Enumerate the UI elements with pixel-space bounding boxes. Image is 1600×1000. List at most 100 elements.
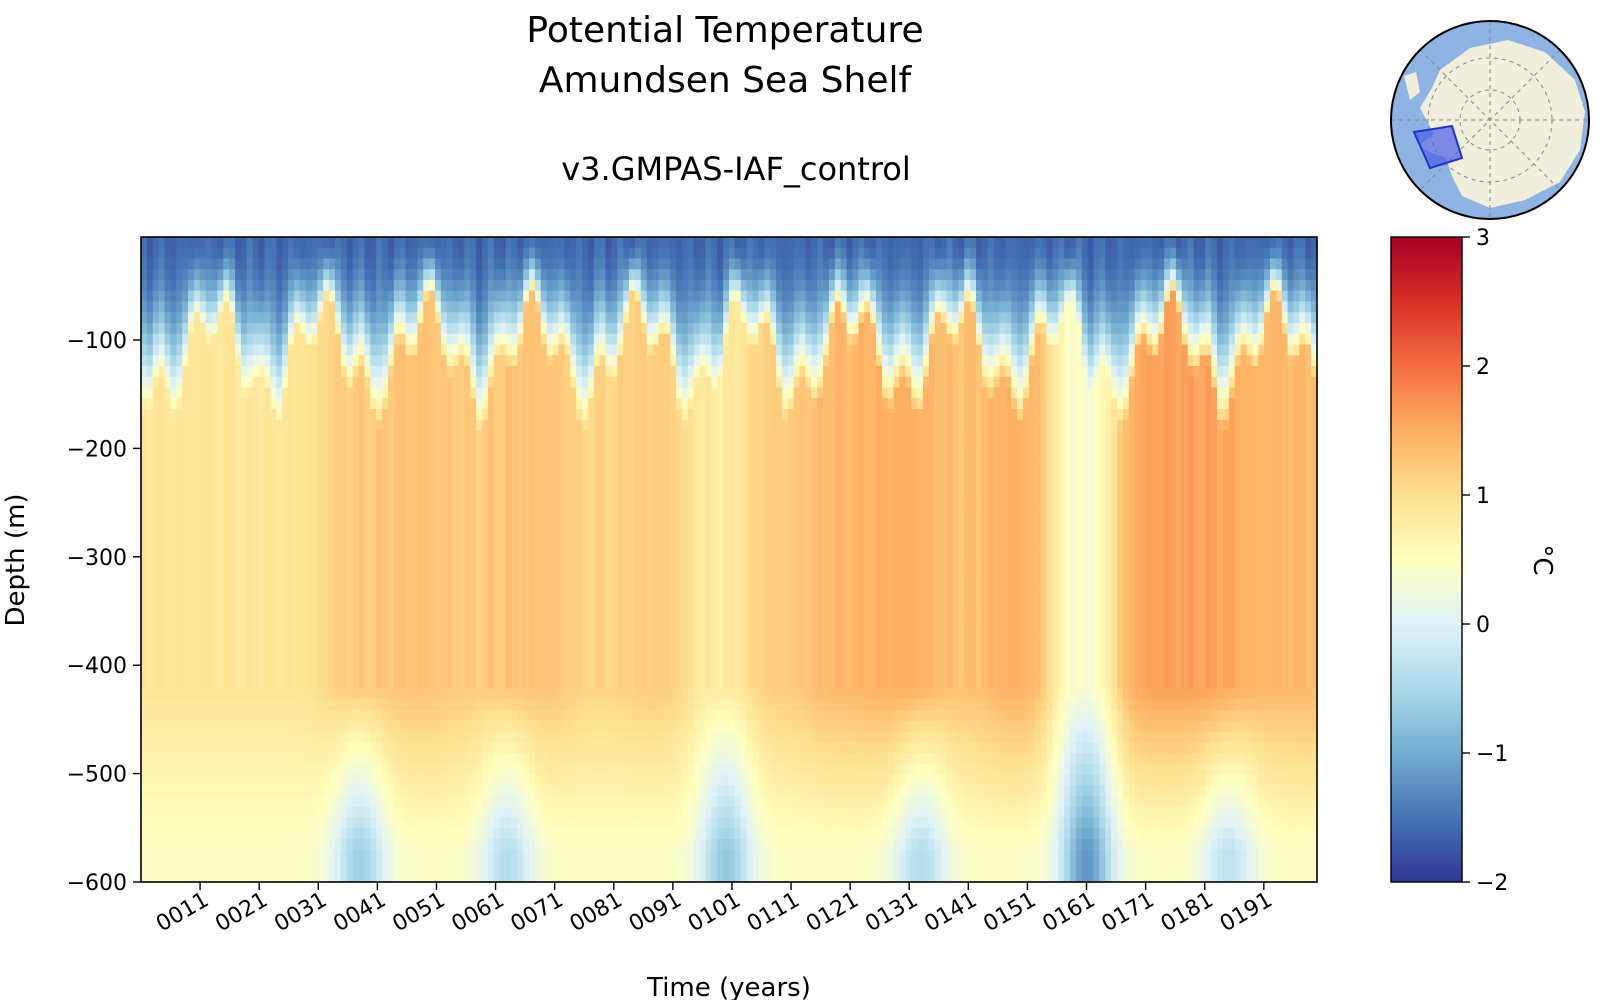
heatmap-cell [270, 323, 277, 335]
heatmap-cell [223, 484, 230, 496]
heatmap-cell [476, 796, 483, 808]
heatmap-cell [623, 301, 630, 313]
heatmap-cell [511, 656, 518, 668]
heatmap-cell [288, 312, 295, 324]
heatmap-cell [235, 581, 242, 593]
heatmap-cell [258, 806, 266, 819]
heatmap-cell [546, 495, 554, 507]
heatmap-cell [264, 763, 271, 776]
heatmap-cell [587, 495, 595, 507]
heatmap-cell [570, 581, 577, 593]
heatmap-cell [246, 839, 254, 851]
heatmap-cell [182, 806, 189, 819]
heatmap-cell [358, 839, 366, 851]
heatmap-cell [552, 677, 560, 690]
heatmap-cell [193, 785, 201, 797]
heatmap-cell [364, 570, 371, 582]
heatmap-cell [399, 806, 407, 819]
heatmap-cell [599, 570, 607, 582]
heatmap-cell [217, 677, 224, 690]
heatmap-cell [299, 753, 307, 765]
heatmap-cell [611, 505, 618, 518]
heatmap-cell [523, 269, 530, 281]
heatmap-cell [264, 376, 271, 389]
heatmap-cell [423, 355, 430, 367]
heatmap-cell [429, 656, 436, 668]
heatmap-cell [429, 839, 436, 851]
heatmap-cell [170, 247, 177, 260]
heatmap-cell [340, 333, 348, 346]
heatmap-cell [329, 323, 336, 335]
heatmap-cell [282, 516, 289, 528]
heatmap-cell [252, 828, 260, 840]
heatmap-cell [470, 634, 477, 647]
heatmap-cell [370, 667, 377, 679]
heatmap-cell [240, 419, 248, 432]
heatmap-cell [276, 796, 283, 808]
heatmap-cell [182, 667, 189, 679]
heatmap-cell [346, 774, 354, 786]
heatmap-cell [552, 817, 560, 829]
heatmap-cell [446, 409, 454, 421]
heatmap-cell [599, 355, 607, 367]
heatmap-cell [546, 742, 554, 754]
heatmap-cell [511, 280, 518, 292]
heatmap-cell [252, 581, 260, 593]
heatmap-cell [358, 355, 366, 367]
heatmap-cell [176, 559, 183, 571]
heatmap-cell [476, 667, 483, 679]
heatmap-cell [240, 376, 248, 389]
heatmap-cell [417, 828, 424, 840]
heatmap-cell [282, 591, 289, 604]
heatmap-cell [188, 774, 195, 786]
heatmap-cell [252, 849, 260, 862]
heatmap-cell [529, 505, 536, 518]
heatmap-cell [593, 828, 601, 840]
heatmap-cell [376, 269, 383, 281]
heatmap-cell [317, 613, 324, 625]
heatmap-cell [605, 839, 612, 851]
heatmap-cell [188, 699, 195, 711]
heatmap-cell [282, 495, 289, 507]
heatmap-cell [487, 796, 495, 808]
heatmap-cell [270, 258, 277, 270]
heatmap-cell [223, 301, 230, 313]
heatmap-cell [211, 591, 219, 604]
heatmap-cell [323, 817, 330, 829]
heatmap-cell [423, 849, 430, 862]
heatmap-cell [252, 677, 260, 690]
heatmap-cell [505, 344, 513, 356]
heatmap-cell [340, 355, 348, 367]
heatmap-cell [364, 290, 371, 303]
heatmap-cell [240, 269, 248, 281]
heatmap-cell [246, 763, 254, 776]
heatmap-cell [493, 312, 501, 324]
heatmap-cell [141, 699, 148, 711]
heatmap-cell [199, 624, 207, 636]
heatmap-cell [152, 559, 160, 571]
heatmap-cell [617, 473, 624, 485]
heatmap-cell [617, 785, 624, 797]
heatmap-cell [305, 441, 313, 453]
heatmap-cell [487, 667, 495, 679]
heatmap-cell [358, 312, 366, 324]
heatmap-cell [299, 430, 307, 442]
heatmap-cell [540, 645, 548, 657]
heatmap-cell [505, 247, 513, 260]
heatmap-cell [511, 624, 518, 636]
heatmap-cell [352, 613, 360, 625]
heatmap-cell [482, 624, 489, 636]
heatmap-cell [158, 710, 166, 722]
heatmap-cell [293, 570, 301, 582]
heatmap-cell [529, 398, 536, 410]
heatmap-cell [493, 398, 501, 410]
heatmap-cell [393, 269, 401, 281]
heatmap-cell [546, 344, 554, 356]
heatmap-cell [599, 323, 607, 335]
heatmap-cell [582, 505, 589, 518]
heatmap-cell [534, 763, 542, 776]
heatmap-cell [211, 280, 219, 292]
heatmap-cell [487, 505, 495, 518]
heatmap-cell [305, 785, 313, 797]
heatmap-cell [593, 419, 601, 432]
